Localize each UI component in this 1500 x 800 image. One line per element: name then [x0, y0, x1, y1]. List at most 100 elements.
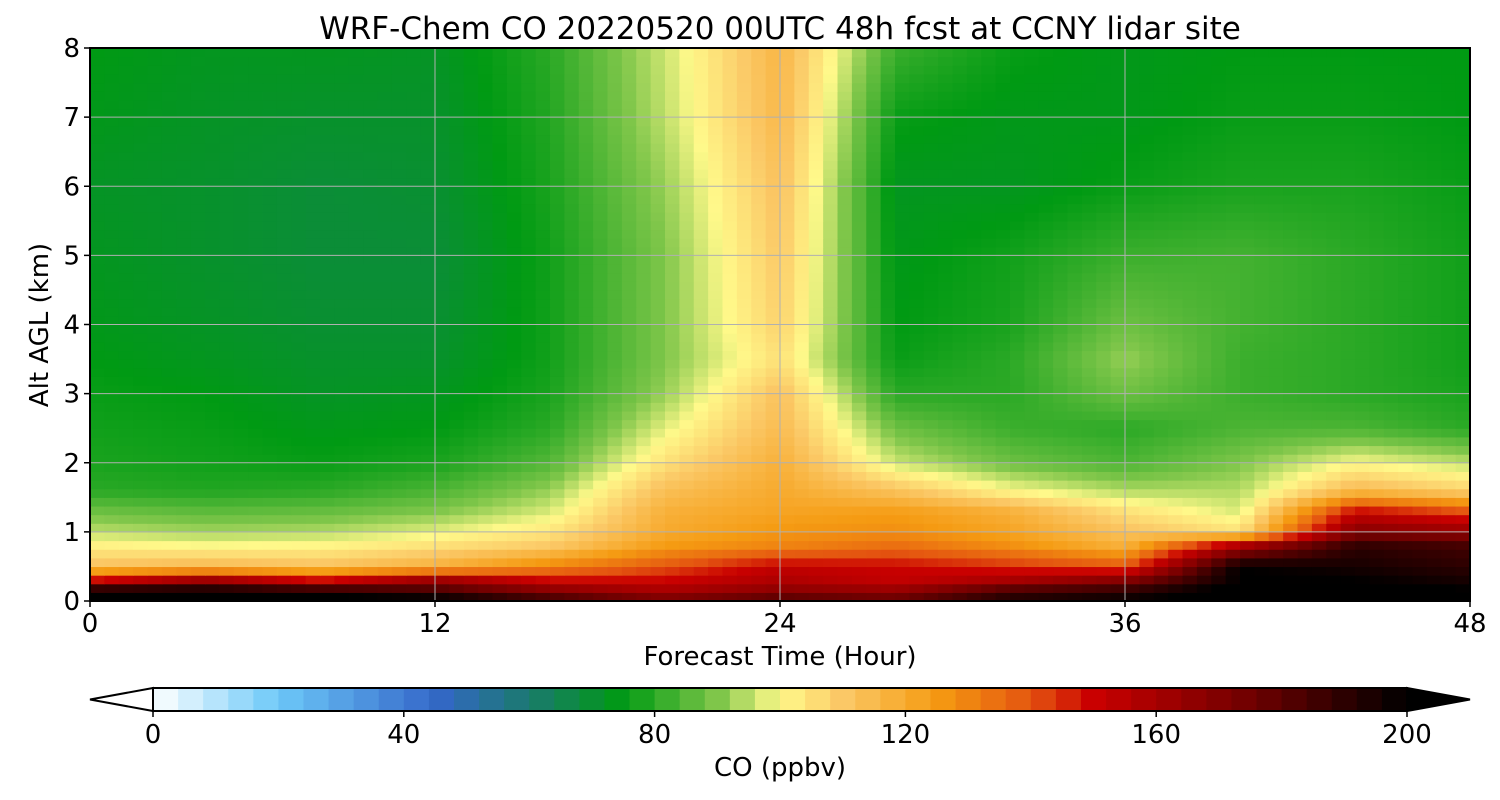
heatmap-cell — [851, 575, 867, 585]
heatmap-cell — [1398, 436, 1414, 447]
heatmap-cell — [291, 540, 307, 550]
heatmap-cell — [550, 281, 565, 291]
heatmap-cell — [736, 151, 752, 161]
heatmap-cell — [966, 436, 982, 447]
heatmap-cell — [1168, 289, 1184, 300]
heatmap-cell — [722, 419, 738, 429]
heatmap-cell — [320, 194, 335, 205]
heatmap-cell — [521, 480, 537, 490]
heatmap-cell — [1153, 497, 1169, 507]
heatmap-cell — [665, 419, 680, 429]
heatmap-cell — [1067, 350, 1083, 360]
heatmap-cell — [851, 212, 867, 222]
heatmap-cell — [1067, 471, 1083, 481]
heatmap-cell — [478, 497, 494, 507]
heatmap-cell — [276, 194, 292, 205]
heatmap-cell — [276, 238, 292, 248]
heatmap-cell — [708, 514, 724, 524]
heatmap-cell — [1010, 324, 1025, 334]
heatmap-cell — [708, 194, 724, 205]
heatmap-cell — [1110, 445, 1126, 455]
heatmap-cell — [377, 212, 393, 222]
heatmap-cell — [823, 505, 839, 516]
heatmap-cell — [1225, 281, 1241, 291]
heatmap-cell — [492, 298, 508, 308]
heatmap-cell — [780, 436, 795, 447]
heatmap-cell — [1182, 419, 1198, 429]
heatmap-cell — [1240, 428, 1255, 438]
heatmap-cell — [909, 289, 925, 300]
heatmap-cell — [1096, 220, 1112, 231]
heatmap-cell — [1326, 238, 1342, 248]
heatmap-cell — [1125, 592, 1140, 601]
heatmap-cell — [1283, 488, 1299, 498]
heatmap-cell — [607, 488, 623, 498]
heatmap-cell — [808, 514, 824, 524]
heatmap-cell — [1153, 350, 1169, 360]
heatmap-cell — [909, 350, 925, 360]
heatmap-cell — [866, 454, 882, 464]
heatmap-cell — [1340, 160, 1356, 170]
heatmap-cell — [909, 505, 925, 516]
heatmap-cell — [1081, 367, 1097, 377]
heatmap-cell — [1038, 341, 1054, 352]
heatmap-cell — [751, 505, 767, 516]
heatmap-cell — [406, 549, 422, 559]
heatmap-cell — [650, 592, 666, 601]
heatmap-cell — [923, 592, 939, 601]
heatmap-cell — [1412, 367, 1428, 377]
heatmap-cell — [1426, 367, 1442, 377]
heatmap-cell — [1053, 238, 1069, 248]
heatmap-cell — [291, 436, 307, 447]
heatmap-cell — [521, 419, 537, 429]
heatmap-cell — [291, 523, 307, 533]
heatmap-cell — [406, 566, 422, 576]
heatmap-cell — [1283, 376, 1299, 386]
heatmap-cell — [1355, 523, 1370, 533]
heatmap-cell — [406, 497, 422, 507]
heatmap-cell — [1297, 410, 1313, 421]
heatmap-cell — [190, 445, 206, 455]
heatmap-cell — [823, 307, 839, 317]
heatmap-cell — [1168, 246, 1184, 256]
heatmap-cell — [1225, 384, 1241, 395]
heatmap-cell — [406, 410, 422, 421]
heatmap-cell — [880, 168, 896, 179]
heatmap-cell — [578, 298, 594, 308]
heatmap-cell — [650, 350, 666, 360]
heatmap-cell — [219, 531, 235, 542]
heatmap-cell — [1153, 298, 1169, 308]
heatmap-cell — [1153, 583, 1169, 593]
heatmap-cell — [262, 592, 278, 601]
heatmap-cell — [176, 220, 192, 231]
heatmap-cell — [1398, 480, 1414, 490]
heatmap-cell — [1153, 177, 1169, 187]
heatmap-cell — [1254, 445, 1270, 455]
heatmap-cell — [506, 177, 522, 187]
heatmap-cell — [564, 177, 580, 187]
heatmap-cell — [665, 454, 680, 464]
heatmap-cell — [1196, 272, 1212, 282]
heatmap-cell — [722, 307, 738, 317]
heatmap-cell — [1369, 220, 1385, 231]
heatmap-cell — [478, 203, 494, 213]
heatmap-cell — [1441, 238, 1457, 248]
heatmap-cell — [1110, 220, 1126, 231]
heatmap-cell — [1196, 168, 1212, 179]
heatmap-cell — [435, 315, 450, 326]
heatmap-cell — [248, 315, 264, 326]
heatmap-cell — [1268, 255, 1284, 265]
heatmap-cell — [866, 168, 882, 179]
heatmap-cell — [837, 151, 853, 161]
heatmap-cell — [205, 203, 220, 213]
heatmap-cell — [1455, 255, 1470, 265]
heatmap-cell — [1412, 480, 1428, 490]
heatmap-cell — [478, 540, 494, 550]
heatmap-cell — [880, 583, 896, 593]
heatmap-cell — [1196, 514, 1212, 524]
heatmap-cell — [535, 393, 551, 403]
heatmap-cell — [1412, 402, 1428, 412]
heatmap-cell — [320, 393, 335, 403]
heatmap-cell — [564, 592, 580, 601]
heatmap-cell — [161, 281, 177, 291]
